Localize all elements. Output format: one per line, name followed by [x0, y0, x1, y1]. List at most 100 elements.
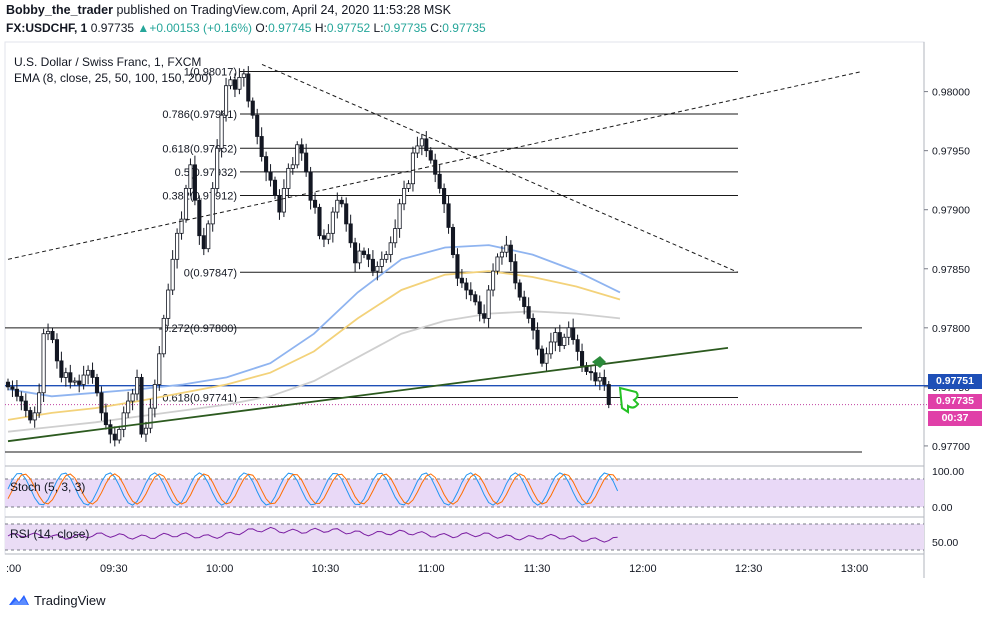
candle-body	[23, 400, 28, 411]
candle-body	[197, 199, 202, 237]
fib-level-label: 0.618(0.97952)	[162, 143, 237, 155]
candle-body	[59, 360, 64, 378]
candle-body	[139, 377, 144, 435]
candle-body	[268, 171, 273, 181]
candle-body	[161, 317, 166, 355]
candle-body	[183, 188, 189, 220]
candle-body	[486, 289, 491, 319]
candle-body	[535, 329, 540, 350]
candle-body	[477, 301, 482, 315]
candle-body	[206, 223, 211, 250]
candle-body	[157, 353, 162, 385]
candle-body	[593, 372, 598, 382]
candle-body	[544, 353, 549, 364]
ema-line-ema_slow	[7, 310, 621, 433]
candle-body	[28, 410, 33, 421]
candle-body	[219, 114, 224, 149]
candle-body	[553, 332, 558, 343]
candle-body	[117, 428, 122, 441]
candle-body	[335, 199, 340, 213]
candle-body	[339, 199, 344, 205]
candle-body	[455, 254, 460, 279]
candle-body	[259, 136, 264, 157]
symbol-name[interactable]: FX:USDCHF, 1	[6, 21, 88, 35]
candle-body	[237, 77, 242, 90]
y-tick-label: 0.97850	[932, 264, 970, 276]
bid-price-label: 0.97751	[928, 374, 982, 389]
close-value: 0.97735	[442, 21, 486, 35]
y-tick-label: 0.97900	[932, 205, 970, 217]
x-tick-label: 12:00	[629, 563, 657, 575]
candle-body	[602, 377, 607, 385]
candle-body	[32, 412, 37, 421]
rsi-band	[5, 524, 924, 550]
candle-body	[366, 254, 371, 260]
x-tick-label: 11:30	[524, 563, 551, 575]
candle-body	[308, 171, 313, 201]
high-value: 0.97752	[326, 21, 371, 35]
rsi-tick-label: 50.00	[932, 537, 958, 549]
candle-body	[526, 306, 531, 319]
ema-legend: EMA (8, close, 25, 50, 100, 150, 200)	[14, 71, 213, 85]
candle-body	[539, 348, 545, 364]
candle-body	[370, 258, 375, 272]
candle-body	[14, 388, 19, 397]
x-tick-label: 09:30	[100, 563, 128, 575]
x-tick-label: 10:00	[206, 563, 234, 575]
thumbs-down-icon	[618, 386, 640, 414]
candle-body	[566, 327, 571, 338]
candle-body	[72, 380, 77, 383]
candle-body	[103, 412, 108, 426]
candle-body	[410, 152, 415, 185]
tradingview-brand[interactable]: TradingView	[8, 593, 106, 610]
candle-body	[246, 73, 251, 102]
x-tick-label: 12:30	[735, 563, 763, 575]
fib-level-label: 0.5(0.97932)	[175, 167, 237, 179]
close-label: C:	[430, 21, 443, 35]
price-change: +0.00153 (+0.16%)	[149, 21, 253, 35]
candle-body	[210, 188, 215, 225]
tradingview-label: TradingView	[34, 593, 106, 608]
stoch-band	[5, 479, 924, 507]
candle-body	[442, 188, 447, 205]
candle-body	[232, 79, 238, 90]
author-name[interactable]: Bobby_the_trader	[6, 3, 113, 17]
arrow-marker-icon	[592, 356, 606, 368]
candle-body	[499, 251, 504, 258]
candle-body	[388, 242, 393, 255]
candle-body	[531, 317, 536, 331]
candle-body	[562, 336, 567, 346]
candle-body	[522, 296, 527, 307]
candle-body	[548, 341, 553, 355]
candle-body	[166, 289, 171, 319]
x-tick-label: :00	[6, 563, 21, 575]
candle-body	[90, 369, 95, 378]
candle-body	[228, 79, 233, 87]
plot-border	[4, 41, 925, 555]
candle-body	[517, 282, 522, 298]
y-tick-label: 0.97800	[932, 323, 970, 335]
candle-body	[286, 167, 291, 189]
symbol-header: FX:USDCHF, 1 0.97735 ▲+0.00153 (+0.16%) …	[6, 21, 486, 35]
candle-body	[348, 223, 353, 244]
falling-dashed-line	[261, 63, 739, 273]
stoch-d-line	[7, 473, 618, 505]
fib-level-label: 0(0.97847)	[184, 267, 237, 279]
candle-body	[5, 381, 11, 388]
candle-body	[575, 339, 580, 352]
candle-body	[152, 384, 157, 409]
candle-body	[397, 203, 402, 230]
candle-body	[437, 173, 442, 189]
candle-body	[241, 73, 246, 78]
candle-body	[19, 395, 24, 402]
candle-body	[504, 244, 509, 253]
last-price-label: 0.97735	[928, 394, 982, 409]
candle-body	[81, 374, 86, 385]
x-tick-label: 13:00	[841, 563, 869, 575]
candle-body	[433, 159, 438, 175]
candle-body	[606, 384, 611, 405]
rising-dashed-line	[7, 71, 863, 260]
candle-body	[290, 164, 295, 169]
candle-body	[148, 407, 153, 429]
